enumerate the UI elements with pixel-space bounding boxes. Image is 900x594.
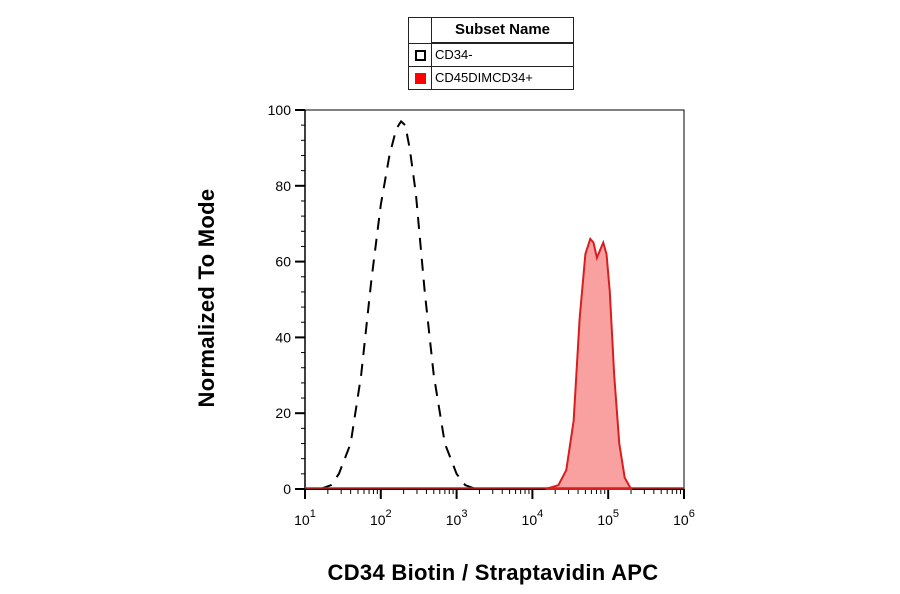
x-tick-label: 103 (446, 508, 468, 528)
plot-frame (304, 109, 685, 490)
x-tick-base: 10 (597, 512, 613, 528)
series-cd34-minus (320, 119, 477, 490)
x-tick-label: 105 (597, 508, 619, 528)
legend-label: CD45DIMCD34+ (435, 70, 533, 85)
y-tick-label: 20 (275, 405, 291, 421)
legend-label: CD34- (435, 47, 473, 62)
x-axis-label: CD34 Biotin / Straptavidin APC (327, 560, 659, 585)
series-cd45dimcd34-plus (545, 236, 633, 490)
x-tick-exponent: 2 (386, 508, 392, 520)
x-tick-label: 104 (522, 508, 544, 528)
legend: Subset Name CD34- CD45DIMCD34+ (408, 17, 574, 90)
x-tick-base: 10 (522, 512, 538, 528)
legend-entry: CD45DIMCD34+ (409, 66, 573, 89)
y-tick-label: 60 (275, 254, 291, 270)
x-tick-base: 10 (370, 512, 386, 528)
x-tick-exponent: 5 (613, 508, 619, 520)
x-tick-exponent: 4 (537, 508, 543, 520)
x-tick-exponent: 3 (461, 508, 467, 520)
plot-border (304, 109, 685, 490)
x-tick-exponent: 1 (310, 508, 316, 520)
y-tick-label: 0 (283, 481, 291, 497)
legend-swatch-hollow (414, 49, 426, 61)
x-tick-label: 102 (370, 508, 392, 528)
y-axis-label: Normalized To Mode (194, 188, 219, 408)
legend-swatch-filled (414, 72, 426, 84)
y-tick-label: 40 (275, 329, 291, 345)
x-tick-exponent: 6 (689, 508, 695, 520)
legend-entry: CD34- (409, 43, 573, 66)
x-tick-base: 10 (294, 512, 310, 528)
legend-title: Subset Name (431, 18, 573, 43)
y-axis: 0 20 40 60 80 100 (268, 102, 306, 497)
x-tick-base: 10 (446, 512, 462, 528)
y-tick-label: 80 (275, 178, 291, 194)
x-tick-label: 101 (294, 508, 316, 528)
y-tick-label: 100 (268, 102, 292, 118)
x-tick-base: 10 (673, 512, 689, 528)
x-tick-label: 106 (673, 508, 695, 528)
series-layer (305, 119, 684, 490)
x-axis: 101 102 103 104 105 106 (294, 488, 695, 528)
